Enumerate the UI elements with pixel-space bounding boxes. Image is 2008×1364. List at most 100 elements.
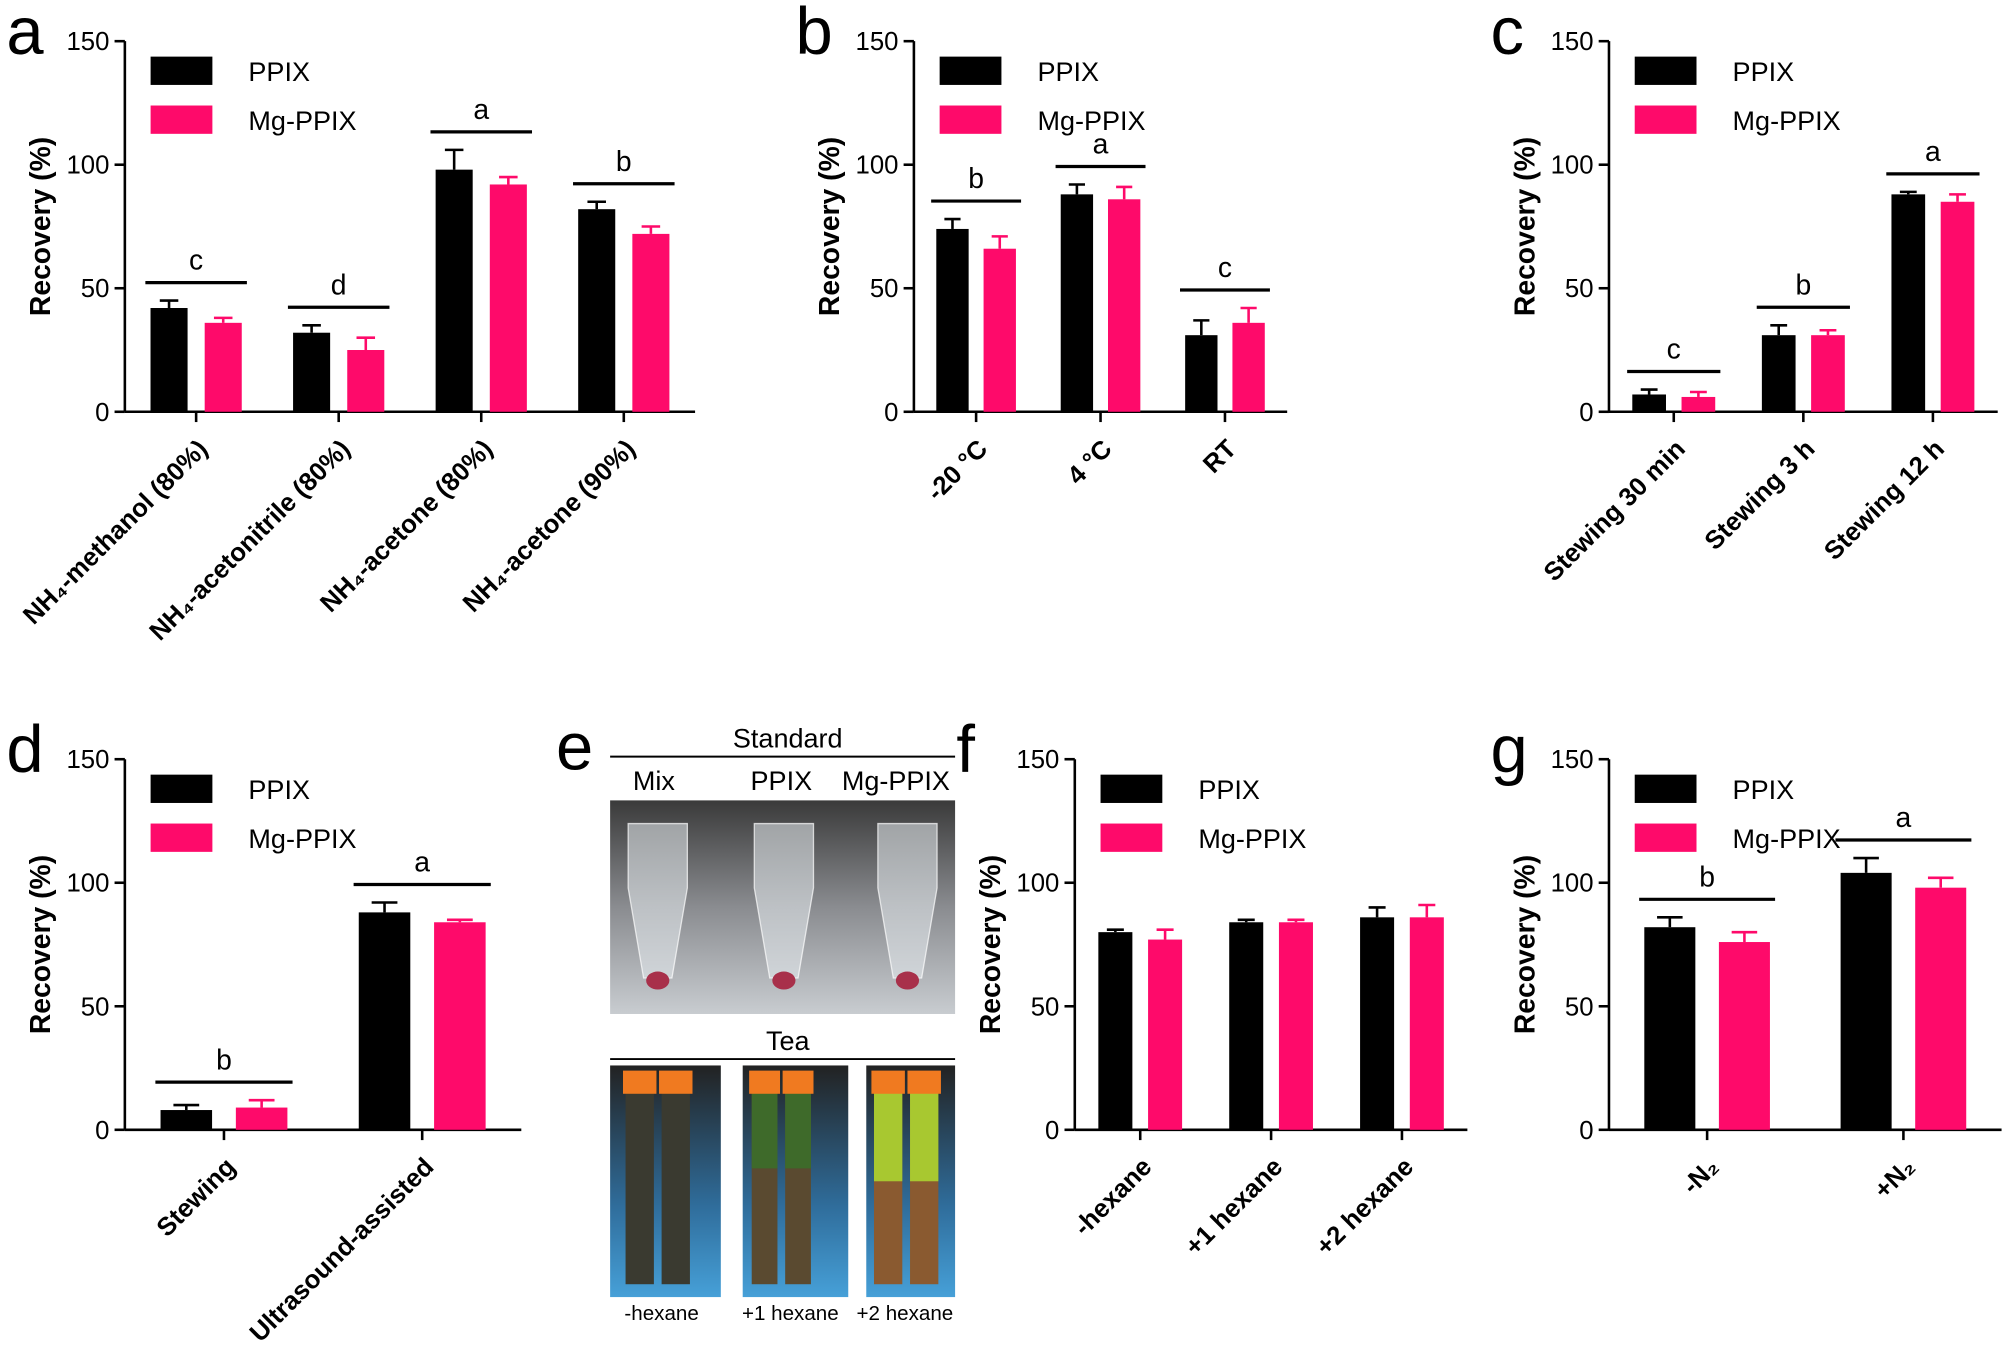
legend-label: Mg-PPIX bbox=[1733, 106, 1841, 136]
error-bar bbox=[1106, 928, 1124, 933]
error-bar bbox=[1193, 319, 1210, 336]
y-tick-label: 150 bbox=[856, 28, 899, 56]
x-tick-label: Stewing bbox=[152, 1153, 242, 1243]
error-bar bbox=[1819, 328, 1837, 336]
error-bar bbox=[1770, 324, 1788, 336]
y-tick-label: 100 bbox=[1551, 870, 1594, 898]
bar bbox=[1940, 201, 1975, 412]
legend-swatch bbox=[1100, 774, 1163, 803]
panel-letter: d bbox=[6, 712, 43, 787]
y-tick-label: 0 bbox=[1045, 1117, 1059, 1145]
photo-title: Standard bbox=[733, 724, 843, 754]
bar bbox=[1148, 939, 1183, 1130]
x-tick-label: Stewing 12 h bbox=[1819, 435, 1950, 566]
error-bar bbox=[1156, 928, 1174, 940]
error-bar bbox=[1689, 390, 1707, 397]
photo-label: +1 hexane bbox=[742, 1302, 839, 1325]
panel-letter: c bbox=[1491, 0, 1524, 69]
x-tick-label: +1 hexane bbox=[1180, 1153, 1288, 1261]
panel-letter: e bbox=[556, 710, 593, 785]
legend-label: PPIX bbox=[1733, 57, 1795, 87]
bar bbox=[347, 350, 385, 412]
bar bbox=[578, 209, 616, 412]
bar bbox=[1681, 396, 1716, 412]
tubes bbox=[627, 822, 938, 979]
significance-label: b bbox=[1795, 268, 1811, 300]
bar bbox=[1409, 917, 1444, 1130]
legend-label: Mg-PPIX bbox=[1198, 824, 1306, 854]
error-bar bbox=[1240, 306, 1257, 323]
significance-label: d bbox=[331, 268, 347, 300]
bar bbox=[1761, 335, 1796, 412]
y-tick-label: 150 bbox=[66, 28, 109, 56]
error-bar bbox=[1640, 388, 1658, 395]
panel-letter: b bbox=[795, 0, 832, 69]
significance-label: a bbox=[1925, 135, 1941, 167]
y-tick-label: 50 bbox=[81, 993, 110, 1021]
y-tick-label: 0 bbox=[95, 1117, 109, 1145]
y-tick-label: 50 bbox=[1031, 993, 1060, 1021]
bar bbox=[1360, 917, 1395, 1130]
chart: d Recovery (%) 0 50 100 150 Stewing b Ultrasound… bbox=[6, 712, 522, 1348]
bar bbox=[1098, 932, 1133, 1130]
y-axis-title: Recovery (%) bbox=[24, 855, 56, 1034]
bar bbox=[235, 1107, 288, 1130]
significance-label: b bbox=[616, 145, 632, 177]
bar bbox=[293, 332, 331, 412]
error-bar bbox=[1237, 918, 1255, 923]
error-bar bbox=[1068, 183, 1085, 195]
bar bbox=[983, 248, 1016, 412]
error-bar bbox=[991, 235, 1008, 249]
chart: c Recovery (%) 0 50 100 150 Stewing 30 min c Ste… bbox=[1491, 0, 1998, 587]
x-tick-label: -N₂ bbox=[1677, 1153, 1724, 1200]
error-bar bbox=[499, 175, 518, 185]
photo-title: Tea bbox=[766, 1026, 811, 1056]
significance-label: a bbox=[1896, 801, 1912, 833]
legend-swatch bbox=[939, 105, 1002, 134]
bar bbox=[150, 308, 188, 412]
chart: g Recovery (%) 0 50 100 150 -N₂ b +N₂ a PPIX Mg-PPI… bbox=[1491, 712, 2002, 1204]
significance-label: a bbox=[414, 846, 430, 878]
bar bbox=[1185, 335, 1218, 412]
legend-swatch bbox=[1634, 774, 1697, 803]
bar bbox=[1840, 872, 1892, 1130]
photo-panel: e Standard Mix PPIX Mg-PPIX Tea bbox=[556, 710, 956, 1325]
error-bar bbox=[446, 918, 473, 923]
legend-swatch bbox=[1634, 105, 1697, 134]
y-tick-label: 50 bbox=[870, 275, 899, 303]
bar bbox=[1718, 942, 1770, 1130]
error-bar bbox=[173, 1103, 200, 1111]
y-tick-label: 50 bbox=[1565, 993, 1594, 1021]
chart: b Recovery (%) 0 50 100 150 -20 °C b 4 °C a RT c PPI… bbox=[795, 0, 1288, 507]
legend-label: Mg-PPIX bbox=[1733, 824, 1841, 854]
significance-label: b bbox=[216, 1043, 232, 1075]
error-bar bbox=[1927, 876, 1954, 888]
legend-swatch bbox=[150, 823, 213, 852]
y-tick-label: 0 bbox=[95, 399, 109, 427]
y-tick-label: 100 bbox=[856, 152, 899, 180]
panel-letter: a bbox=[6, 0, 44, 69]
error-bar bbox=[1287, 918, 1305, 923]
x-tick-label: Stewing 3 h bbox=[1700, 435, 1821, 556]
x-tick-label: -20 °C bbox=[922, 435, 994, 507]
bar bbox=[1229, 922, 1264, 1130]
bar bbox=[1278, 922, 1313, 1130]
significance-label: c bbox=[1667, 333, 1681, 365]
error-bar bbox=[1657, 916, 1683, 928]
significance-label: c bbox=[189, 244, 203, 276]
bar bbox=[160, 1110, 213, 1130]
legend-swatch bbox=[1634, 823, 1697, 852]
x-tick-label: Ultrasound-assisted bbox=[245, 1153, 440, 1348]
legend-label: Mg-PPIX bbox=[248, 824, 356, 854]
significance-label: b bbox=[1699, 860, 1715, 892]
y-tick-label: 100 bbox=[66, 870, 109, 898]
significance-label: a bbox=[473, 93, 489, 125]
photo-label: +2 hexane bbox=[857, 1302, 954, 1325]
error-bar bbox=[1418, 903, 1436, 918]
y-tick-label: 100 bbox=[1016, 870, 1059, 898]
error-bar bbox=[444, 148, 464, 170]
legend-label: Mg-PPIX bbox=[248, 106, 356, 136]
tea-tubes bbox=[622, 1070, 941, 1285]
